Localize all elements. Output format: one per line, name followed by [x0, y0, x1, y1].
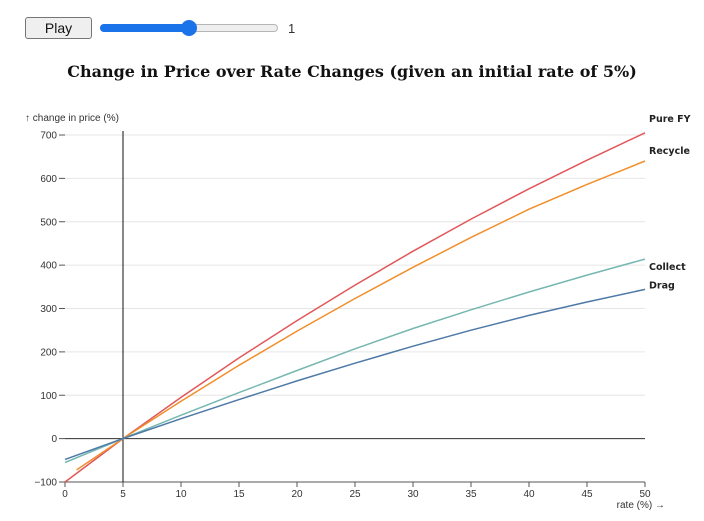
slider-value: 1: [288, 20, 296, 36]
series-line-pure-fy: [64, 132, 646, 483]
play-button[interactable]: Play: [25, 17, 92, 39]
x-tick-label: 50: [639, 489, 651, 500]
y-tick-label: 600: [40, 174, 57, 185]
y-tick-label: 300: [40, 304, 57, 315]
series-line-collect: [64, 258, 646, 464]
x-tick-label: 25: [349, 489, 361, 500]
chart-title: Change in Price over Rate Changes (given…: [67, 62, 637, 81]
y-axis-label: ↑ change in price (%): [25, 113, 119, 124]
slider-fill: [100, 24, 189, 32]
y-tick-label: 500: [40, 217, 57, 228]
frame-slider[interactable]: [100, 20, 278, 36]
y-tick-label: −100: [34, 478, 57, 489]
y-tick-label: 400: [40, 261, 57, 272]
animation-controls: Play 1: [25, 17, 295, 39]
x-tick-label: 0: [62, 489, 68, 500]
x-tick-label: 35: [465, 489, 477, 500]
series-line-recycle: [76, 160, 646, 471]
series-label: Collect: [649, 262, 686, 273]
x-axis-label: rate (%) →: [617, 500, 665, 511]
y-tick-label: 200: [40, 347, 57, 358]
series-label: Drag: [649, 280, 675, 291]
series-label: Recycle: [649, 146, 690, 157]
x-tick-label: 20: [291, 489, 303, 500]
x-tick-label: 5: [120, 489, 126, 500]
y-tick-label: 700: [40, 131, 57, 142]
x-tick-label: 15: [233, 489, 245, 500]
x-tick-label: 30: [407, 489, 419, 500]
series-label: Pure FY: [649, 114, 691, 125]
x-tick-label: 40: [523, 489, 535, 500]
series-line-drag: [64, 288, 646, 461]
y-tick-label: 0: [51, 434, 57, 445]
x-tick-label: 45: [581, 489, 593, 500]
y-tick-label: 100: [40, 391, 57, 402]
x-tick-label: 10: [175, 489, 187, 500]
slider-thumb[interactable]: [181, 20, 197, 36]
